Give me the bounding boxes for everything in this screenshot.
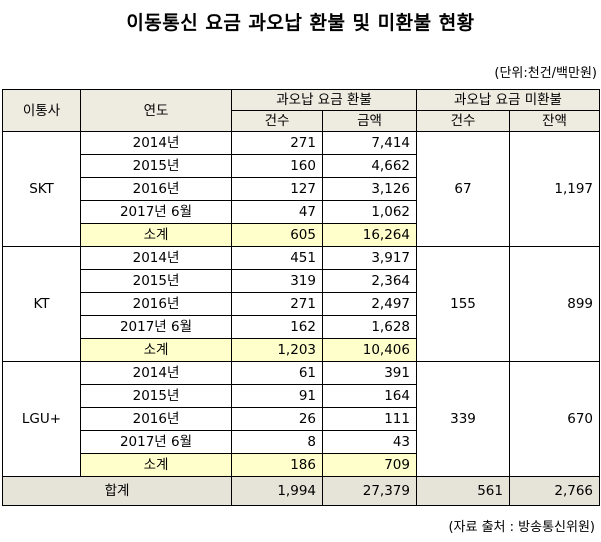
- unrefunded-balance-cell: 899: [508, 246, 601, 362]
- table-row: 2015년 319 2,364: [3, 269, 600, 293]
- count-cell: 271: [231, 131, 323, 155]
- year-cell: 2015년: [80, 384, 232, 408]
- total-balance: 2,766: [508, 476, 601, 506]
- amount-cell: 111: [322, 407, 417, 431]
- subtotal-row: 소계 1,203 10,406: [3, 338, 600, 362]
- amount-cell: 391: [322, 361, 417, 385]
- year-cell: 2015년: [80, 154, 232, 178]
- amount-cell: 2,497: [322, 292, 417, 316]
- header-balance: 잔액: [508, 110, 601, 132]
- total-label: 합계: [2, 476, 232, 506]
- header-un-count: 건수: [416, 110, 510, 132]
- year-cell: 2015년: [80, 269, 232, 293]
- carrier-cell: SKT: [2, 131, 81, 247]
- amount-cell: 2,364: [322, 269, 417, 293]
- amount-cell: 16,264: [322, 223, 417, 247]
- amount-cell: 3,126: [322, 177, 417, 201]
- year-cell: 2016년: [80, 177, 232, 201]
- amount-cell: 10,406: [322, 338, 417, 362]
- year-cell: 2016년: [80, 292, 232, 316]
- count-cell: 605: [231, 223, 323, 247]
- year-cell: 소계: [80, 453, 232, 477]
- carrier-cell: LGU+: [2, 361, 81, 477]
- table-row: 2017년 6월 162 1,628: [3, 315, 600, 339]
- year-cell: 2014년: [80, 246, 232, 270]
- year-cell: 2017년 6월: [80, 315, 232, 339]
- amount-cell: 4,662: [322, 154, 417, 178]
- total-count: 1,994: [231, 476, 323, 506]
- table-row: SKT 2014년 271 7,414 67 1,197: [2, 131, 601, 247]
- source-note: (자료 출처 : 방송통신위원): [448, 520, 595, 535]
- table-row: 2016년 127 3,126: [3, 177, 600, 201]
- count-cell: 186: [231, 453, 323, 477]
- year-cell: 2014년: [80, 361, 232, 385]
- count-cell: 1,203: [231, 338, 323, 362]
- table-row: 2017년 6월 47 1,062: [3, 200, 600, 224]
- table-row: 2016년 271 2,497: [3, 292, 600, 316]
- unit-note: (단위:천건/백만원): [494, 66, 597, 81]
- amount-cell: 43: [322, 430, 417, 454]
- total-amount: 27,379: [322, 476, 417, 506]
- table-row: KT 2014년 451 3,917 155 899: [2, 246, 601, 362]
- header-amount: 금액: [322, 110, 417, 132]
- year-cell: 2016년: [80, 407, 232, 431]
- table-row: 2015년 160 4,662: [3, 154, 600, 178]
- table-row: LGU+ 2014년 61 391 339 670: [2, 361, 601, 477]
- count-cell: 61: [231, 361, 323, 385]
- year-cell: 2014년: [80, 131, 232, 155]
- amount-cell: 1,062: [322, 200, 417, 224]
- amount-cell: 7,414: [322, 131, 417, 155]
- header-unrefunded: 과오납 요금 미환불: [415, 89, 601, 111]
- count-cell: 91: [231, 384, 323, 408]
- header-refund: 과오납 요금 환불: [231, 89, 417, 111]
- refund-table: 이통사 연도 과오납 요금 환불 과오납 요금 미환불 건수 금액 건수 잔액 …: [2, 89, 601, 506]
- unrefunded-count-cell: 155: [416, 246, 510, 362]
- carrier-cell: KT: [2, 246, 81, 362]
- amount-cell: 164: [322, 384, 417, 408]
- header-count: 건수: [231, 110, 323, 132]
- table-row: 2015년 91 164: [3, 384, 600, 408]
- total-un-count: 561: [416, 476, 510, 506]
- count-cell: 451: [231, 246, 323, 270]
- year-cell: 2017년 6월: [80, 430, 232, 454]
- amount-cell: 3,917: [322, 246, 417, 270]
- header-year: 연도: [80, 89, 232, 132]
- count-cell: 160: [231, 154, 323, 178]
- count-cell: 162: [231, 315, 323, 339]
- year-cell: 소계: [80, 338, 232, 362]
- count-cell: 127: [231, 177, 323, 201]
- table-row: 2016년 26 111: [3, 407, 600, 431]
- year-cell: 소계: [80, 223, 232, 247]
- total-row: 합계 1,994 27,379 561 2,766: [2, 476, 601, 506]
- unrefunded-balance-cell: 670: [508, 361, 601, 477]
- unrefunded-count-cell: 67: [416, 131, 510, 247]
- count-cell: 26: [231, 407, 323, 431]
- count-cell: 271: [231, 292, 323, 316]
- count-cell: 319: [231, 269, 323, 293]
- count-cell: 8: [231, 430, 323, 454]
- amount-cell: 709: [322, 453, 417, 477]
- year-cell: 2017년 6월: [80, 200, 232, 224]
- header-carrier: 이통사: [2, 89, 81, 132]
- unrefunded-count-cell: 339: [416, 361, 510, 477]
- amount-cell: 1,628: [322, 315, 417, 339]
- unrefunded-balance-cell: 1,197: [508, 131, 601, 247]
- count-cell: 47: [231, 200, 323, 224]
- page-title: 이동통신 요금 과오납 환불 및 미환불 현황: [126, 12, 475, 34]
- subtotal-row: 소계 605 16,264: [3, 223, 600, 247]
